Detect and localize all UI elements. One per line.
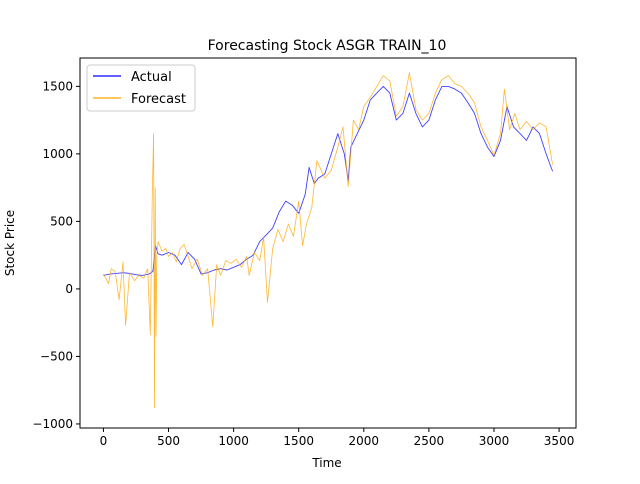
legend-label-forecast: Forecast xyxy=(131,92,186,107)
y-tick-label: 1000 xyxy=(42,147,73,161)
plot-frame xyxy=(79,57,577,429)
y-tick-label: −1000 xyxy=(32,417,73,431)
x-tick-label: 2500 xyxy=(414,434,445,448)
y-tick-label: 0 xyxy=(65,282,73,296)
x-tick-label: 3000 xyxy=(479,434,510,448)
y-axis-label: Stock Price xyxy=(3,210,17,276)
x-tick-label: 1500 xyxy=(283,434,314,448)
x-tick-label: 3500 xyxy=(544,434,575,448)
y-tick-label: 500 xyxy=(50,214,73,228)
chart-title: Forecasting Stock ASGR TRAIN_10 xyxy=(208,38,447,54)
x-tick-label: 2000 xyxy=(349,434,380,448)
legend: Actual Forecast xyxy=(86,64,196,112)
x-axis-label: Time xyxy=(311,456,341,470)
series-line-actual xyxy=(103,85,554,276)
y-axis: −1000 −500 0 500 1000 1500 xyxy=(32,79,80,431)
legend-label-actual: Actual xyxy=(131,70,172,85)
series-line-forecast xyxy=(103,72,553,409)
x-tick-label: 500 xyxy=(157,434,180,448)
y-tick-label: −500 xyxy=(40,349,73,363)
y-tick-label: 1500 xyxy=(42,79,73,93)
x-tick-label: 1000 xyxy=(218,434,249,448)
plot-area xyxy=(103,72,554,409)
x-tick-label: 0 xyxy=(100,434,108,448)
x-axis: 0 500 1000 1500 2000 2500 3000 3500 xyxy=(100,428,575,448)
